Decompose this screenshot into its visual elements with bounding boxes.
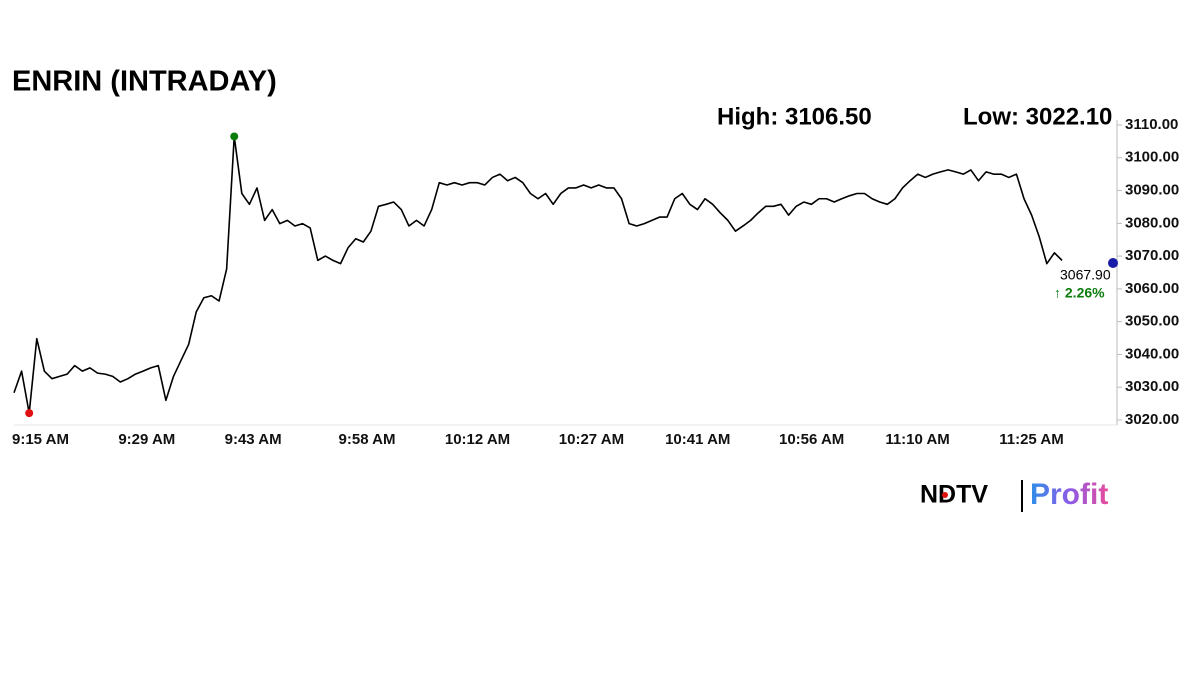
x-tick-label: 10:56 AM [779,431,844,448]
y-tick-label: 3050.00 [1125,313,1179,330]
y-tick-label: 3020.00 [1125,411,1179,428]
latest-price: 3067.90 [1060,267,1111,283]
x-tick-label: 10:41 AM [665,431,730,448]
chart-title: ENRIN (INTRADAY) [12,66,277,98]
x-tick-label: 9:29 AM [118,431,175,448]
latest-marker [1108,257,1118,268]
y-tick-label: 3080.00 [1125,214,1179,231]
y-tick-label: 3070.00 [1125,247,1179,264]
x-tick-label: 10:27 AM [559,431,624,448]
source-logo: NDTV [920,481,988,509]
y-tick-label: 3090.00 [1125,182,1179,199]
x-tick-label: 10:12 AM [445,431,510,448]
y-tick-label: 3030.00 [1125,378,1179,395]
latest-change: ↑ 2.26% [1054,285,1105,301]
logo-dot [942,492,948,498]
x-tick-label: 9:15 AM [12,431,69,448]
low-label: Low: 3022.10 [963,103,1112,130]
y-tick-label: 3100.00 [1125,149,1179,166]
y-tick-label: 3040.00 [1125,345,1179,362]
x-tick-label: 9:58 AM [339,431,396,448]
x-tick-label: 11:10 AM [885,431,949,448]
y-tick-label: 3110.00 [1125,116,1178,133]
high-label: High: 3106.50 [717,103,872,130]
high-marker [230,132,239,141]
y-tick-label: 3060.00 [1125,280,1179,297]
x-tick-label: 9:43 AM [225,431,282,448]
price-line [13,135,1063,414]
x-tick-label: 11:25 AM [999,431,1063,448]
brand-logo: Profit [1030,478,1108,511]
low-marker [25,409,34,418]
